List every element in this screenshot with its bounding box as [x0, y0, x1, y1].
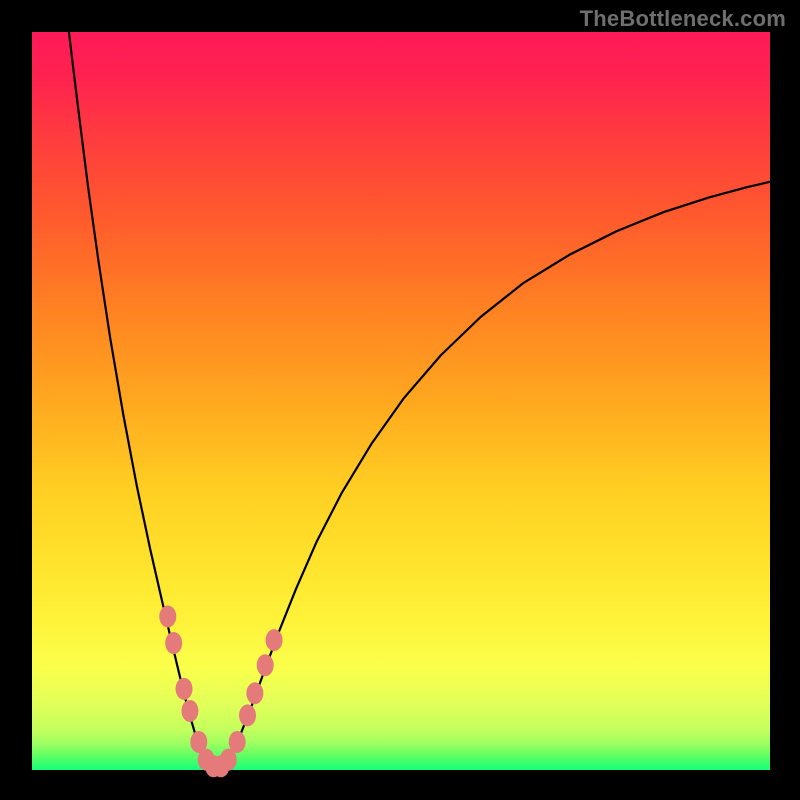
canvas: TheBottleneck.com — [0, 0, 800, 800]
curve-marker — [165, 632, 182, 654]
curve-svg — [32, 32, 770, 770]
watermark-text: TheBottleneck.com — [580, 6, 786, 32]
curve-marker — [239, 704, 256, 726]
bottleneck-curve — [69, 32, 770, 768]
curve-marker — [176, 678, 193, 700]
curve-marker — [159, 606, 176, 628]
curve-marker — [246, 682, 263, 704]
curve-marker — [181, 700, 198, 722]
marker-group — [159, 606, 282, 778]
plot-area — [32, 32, 770, 770]
curve-marker — [229, 731, 246, 753]
curve-marker — [257, 654, 274, 676]
curve-marker — [266, 629, 283, 651]
